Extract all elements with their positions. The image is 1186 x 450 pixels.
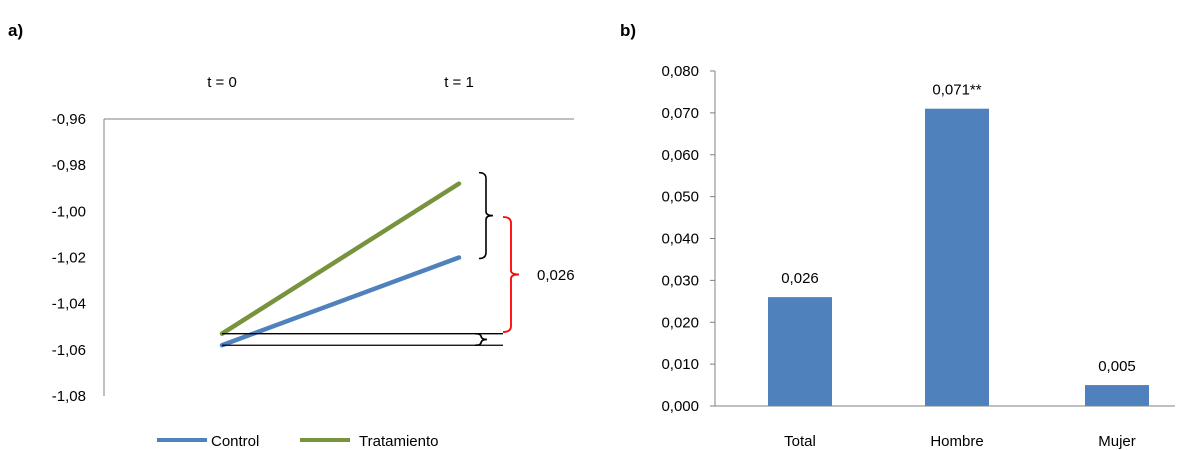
category-label-hombre: Hombre — [930, 433, 983, 450]
difference-brace — [502, 216, 520, 333]
series-line-tratamiento — [219, 181, 462, 336]
panel-b-y-ticks: 0,000 0,010 0,020 0,030 0,040 0,050 0,060 0,070… — [661, 63, 715, 415]
difference-annotation: 0,026 — [537, 267, 575, 284]
panel-b-label: b) — [620, 21, 636, 40]
panel-a-legend: Control Tratamiento — [157, 433, 438, 450]
panel-a-x-tick-label: t = 1 — [444, 74, 474, 91]
panel-b-y-tick-label: 0,000 — [661, 398, 699, 415]
panel-a-y-tick-label: -1,00 — [52, 203, 86, 220]
bar-total — [768, 297, 832, 406]
panel-b-labels: 0,026 Total 0,071** Hombre 0,005 Mujer — [781, 82, 1136, 450]
panel-b-y-tick-label: 0,020 — [661, 314, 699, 331]
panel-a-x-ticks: t = 0 t = 1 — [207, 74, 474, 91]
panel-b-y-tick-label: 0,040 — [661, 231, 699, 248]
data-label-total: 0,026 — [781, 270, 819, 287]
bar-mujer — [1085, 385, 1149, 406]
panel-b-bars — [768, 108, 1149, 406]
category-label-mujer: Mujer — [1098, 433, 1136, 450]
panel-b-y-tick-label: 0,030 — [661, 272, 699, 289]
panel-b-y-tick-label: 0,060 — [661, 147, 699, 164]
panel-a-y-tick-label: -0,96 — [52, 111, 86, 128]
panel-a-y-tick-label: -1,02 — [52, 250, 86, 267]
panel-a-y-tick-label: -1,08 — [52, 388, 86, 405]
panel-a-y-ticks: -0,96 -0,98 -1,00 -1,02 -1,04 -1,06 -1,08 — [52, 111, 86, 405]
baseline-gap-brace — [474, 332, 488, 347]
panel-b-y-tick-label: 0,070 — [661, 105, 699, 122]
legend-label-control: Control — [211, 433, 259, 450]
bar-hombre — [925, 108, 989, 406]
category-label-total: Total — [784, 433, 816, 450]
data-label-hombre: 0,071** — [932, 82, 981, 99]
panel-b-y-tick-label: 0,010 — [661, 356, 699, 373]
panel-a-series — [219, 181, 462, 348]
panel-a-y-tick-label: -1,06 — [52, 342, 86, 359]
panel-a-y-tick-label: -1,04 — [52, 296, 86, 313]
series-line-control — [219, 255, 462, 348]
panel-a-x-tick-label: t = 0 — [207, 74, 237, 91]
panel-b-y-tick-label: 0,050 — [661, 189, 699, 206]
panel-a-y-tick-label: -0,98 — [52, 157, 86, 174]
endpoint-gap-brace — [478, 171, 494, 260]
panel-a-annotations: 0,026 — [222, 171, 575, 347]
panel-b-y-tick-label: 0,080 — [661, 63, 699, 80]
data-label-mujer: 0,005 — [1098, 358, 1136, 375]
panel-a-label: a) — [8, 21, 23, 40]
legend-label-tratamiento: Tratamiento — [359, 433, 438, 450]
panel-b-bar-chart: b) 0,0000,0100,0200,0300,0400,0500,0600,… — [620, 21, 1175, 450]
